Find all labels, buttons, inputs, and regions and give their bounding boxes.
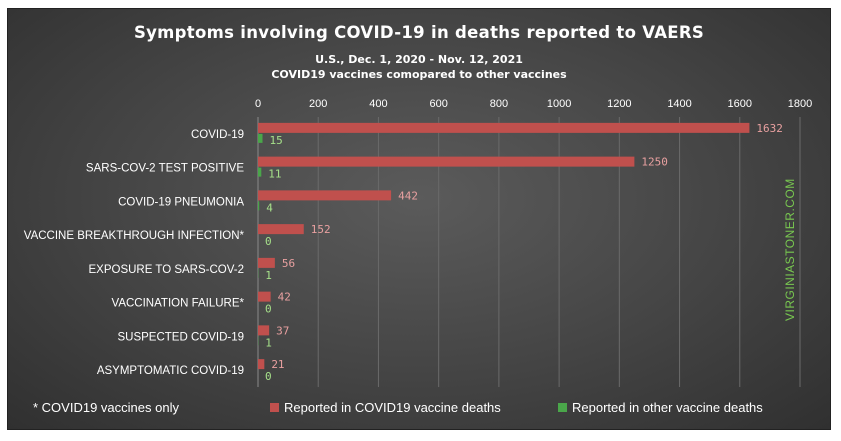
bar-covid-vaccine [258, 224, 304, 235]
x-tick-label: 1800 [788, 98, 812, 110]
bar-covid-vaccine [258, 122, 750, 133]
footnote: * COVID19 vaccines only [33, 400, 179, 415]
x-tick-label: 1400 [667, 98, 691, 110]
x-tick-label: 600 [429, 98, 447, 110]
data-label-other-vaccine: 15 [270, 134, 283, 147]
data-label-covid-vaccine: 1632 [756, 122, 783, 135]
bar-other-vaccine [258, 167, 262, 177]
legend-item-covid-vaccine: Reported in COVID19 vaccine deaths [270, 400, 501, 415]
data-label-covid-vaccine: 42 [278, 291, 291, 304]
chart-title: Symptoms involving COVID-19 in deaths re… [133, 23, 705, 42]
bar-covid-vaccine [258, 291, 271, 302]
data-label-covid-vaccine: 56 [282, 257, 295, 270]
bar-other-vaccine [258, 201, 260, 211]
x-tick-label: 1000 [547, 98, 571, 110]
category-label: COVID-19 PNEUMONIA [118, 196, 244, 208]
x-tick-label: 1600 [728, 98, 752, 110]
bar-covid-vaccine [258, 257, 275, 268]
category-label: EXPOSURE TO SARS-COV-2 [88, 264, 244, 276]
category-label: VACCINE BREAKTHROUGH INFECTION* [24, 230, 245, 242]
data-label-other-vaccine: 0 [265, 370, 272, 383]
chart-subtitle-2: COVID19 vaccines comopared to other vacc… [271, 68, 567, 81]
data-label-other-vaccine: 0 [265, 235, 272, 248]
bar-covid-vaccine [258, 156, 635, 167]
bar-covid-vaccine [258, 359, 265, 370]
legend-label-other-vaccine: Reported in other vaccine deaths [572, 400, 763, 415]
x-tick-label: 0 [255, 98, 261, 110]
data-label-other-vaccine: 11 [268, 168, 281, 181]
data-label-other-vaccine: 1 [265, 336, 272, 349]
category-label: VACCINATION FAILURE* [112, 298, 245, 310]
legend-item-other-vaccine: Reported in other vaccine deaths [558, 400, 763, 415]
bar-covid-vaccine [258, 325, 270, 336]
category-label: ASYMPTOMATIC COVID-19 [97, 365, 244, 377]
data-label-other-vaccine: 4 [266, 201, 273, 214]
legend-label-covid-vaccine: Reported in COVID19 vaccine deaths [284, 400, 501, 415]
data-label-covid-vaccine: 1250 [641, 156, 668, 169]
chart-panel: Symptoms involving COVID-19 in deaths re… [7, 8, 831, 430]
data-label-covid-vaccine: 21 [271, 358, 284, 371]
x-tick-label: 400 [369, 98, 387, 110]
data-label-other-vaccine: 1 [265, 269, 272, 282]
legend-swatch-covid-vaccine [270, 403, 279, 412]
data-label-covid-vaccine: 37 [276, 324, 289, 337]
watermark-text: VIRGINIASTONER.COM [783, 178, 797, 321]
legend-swatch-other-vaccine [558, 403, 567, 412]
category-label: SARS-COV-2 TEST POSITIVE [86, 163, 244, 175]
chart-subtitle: U.S., Dec. 1, 2020 - Nov. 12, 2021 [315, 53, 523, 66]
data-label-other-vaccine: 0 [265, 303, 272, 316]
x-tick-label: 200 [309, 98, 327, 110]
category-label: COVID-19 [191, 129, 244, 141]
bar-covid-vaccine [258, 190, 392, 201]
bar-chart-plot: 0 200 400 600 800 1000 1200 1400 1600 1800COVID-1… [24, 98, 812, 387]
category-label: SUSPECTED COVID-19 [117, 331, 244, 343]
data-label-covid-vaccine: 442 [398, 189, 418, 202]
x-tick-label: 800 [490, 98, 508, 110]
bar-other-vaccine [258, 133, 263, 143]
data-label-covid-vaccine: 152 [311, 223, 331, 236]
x-tick-label: 1200 [607, 98, 631, 110]
